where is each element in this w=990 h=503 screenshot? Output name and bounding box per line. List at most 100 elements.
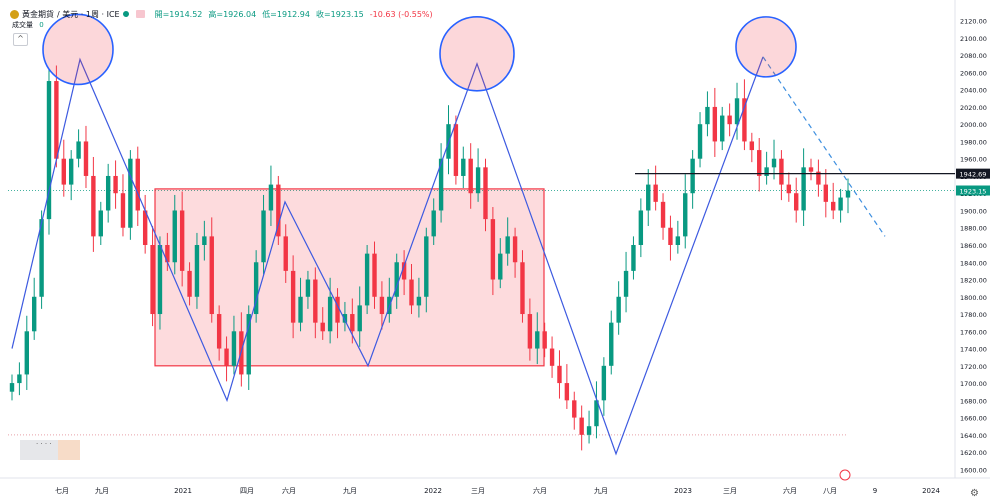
candle-body	[831, 201, 836, 211]
candle-body	[401, 262, 407, 280]
candle-body	[46, 81, 52, 220]
candle-body	[91, 175, 96, 237]
candle-body	[327, 296, 333, 332]
marked-level-label: 1942.69	[960, 171, 987, 179]
candle-body	[416, 296, 422, 306]
candle-body	[794, 193, 799, 211]
x-tick-label: 八月	[823, 487, 837, 495]
y-tick-label: 1860.00	[960, 242, 987, 250]
candle-body	[757, 150, 762, 176]
candle-body	[105, 175, 111, 211]
candle-body	[520, 262, 525, 315]
y-tick-label: 1980.00	[960, 138, 987, 146]
candle-body	[246, 314, 251, 375]
ohlc-open: 開=1914.52	[154, 9, 203, 19]
collapse-legend-button[interactable]: ^	[13, 33, 28, 46]
candle-body	[557, 365, 562, 384]
candle-body	[261, 210, 266, 263]
y-tick-label: 1640.00	[960, 432, 987, 440]
candle-body	[601, 365, 607, 401]
candle-body	[9, 383, 15, 392]
candle-body	[150, 245, 155, 315]
candle-body	[594, 400, 599, 427]
candle-body	[771, 158, 777, 168]
candle-body	[690, 158, 695, 194]
candle-body	[631, 245, 636, 271]
y-tick-label: 2020.00	[960, 104, 987, 112]
candle-body	[224, 348, 229, 366]
candle-body	[845, 190, 851, 198]
candle-body	[579, 417, 584, 435]
volume-legend: 成交量 0	[12, 20, 44, 30]
candle-body	[31, 296, 37, 332]
volume-label: 成交量	[12, 21, 33, 29]
candle-body	[157, 245, 163, 315]
candle-body	[342, 314, 348, 323]
candle-body	[172, 210, 177, 263]
candle-body	[394, 262, 399, 297]
candle-body	[409, 279, 414, 306]
ohlc-change: -10.63 (-0.55%)	[369, 9, 433, 19]
candle-body	[779, 158, 784, 185]
candle-body	[453, 124, 459, 176]
ohlc-high: 高=1926.04	[208, 9, 257, 19]
candle-body	[54, 81, 59, 159]
candle-body	[616, 296, 621, 323]
y-tick-label: 1680.00	[960, 397, 987, 405]
candle-body	[535, 331, 540, 349]
ohlc-close: 收=1923.15	[315, 9, 364, 19]
candle-body	[838, 197, 843, 211]
candle-body	[113, 175, 118, 194]
candle-body	[283, 236, 288, 271]
peak-circle	[439, 15, 515, 92]
volume-value: 0	[39, 21, 44, 29]
candle-body	[372, 253, 377, 297]
y-tick-label: 1740.00	[960, 346, 987, 354]
candle-body	[424, 236, 429, 297]
x-tick-label: 2024	[922, 487, 940, 495]
candle-body	[120, 193, 126, 228]
x-tick-label: 九月	[594, 486, 608, 495]
mini-panel-accent	[58, 440, 80, 460]
candle-body	[438, 158, 444, 211]
projection-line	[762, 56, 886, 237]
candle-body	[128, 158, 133, 228]
y-tick-label: 1840.00	[960, 259, 987, 267]
candle-body	[76, 141, 81, 159]
candle-body	[483, 167, 488, 220]
gold-symbol-icon	[10, 9, 19, 19]
x-tick-label: 2023	[674, 487, 692, 495]
candle-body	[431, 210, 436, 237]
candle-body	[801, 167, 806, 211]
y-tick-label: 1720.00	[960, 363, 987, 371]
candle-body	[461, 158, 466, 176]
candle-body	[179, 210, 185, 271]
peak-circle	[42, 13, 114, 86]
candle-body	[512, 236, 518, 263]
y-tick-label: 1960.00	[960, 156, 987, 164]
candle-body	[764, 167, 769, 176]
candle-body	[98, 210, 103, 237]
x-tick-label: 三月	[471, 487, 485, 495]
ohlc-low: 低=1912.94	[262, 9, 310, 19]
candle-body	[586, 426, 592, 435]
symbol-name[interactable]: 黃金期貨	[22, 9, 54, 19]
candle-body	[39, 219, 44, 297]
y-tick-label: 1600.00	[960, 466, 987, 474]
candle-body	[572, 400, 577, 418]
y-tick-label: 1800.00	[960, 294, 987, 302]
candle-body	[313, 279, 318, 323]
candle-body	[379, 296, 385, 315]
settings-gear-icon[interactable]: ⚙	[970, 488, 979, 499]
candle-body	[216, 314, 222, 349]
mini-panel-label: · · · ·	[36, 440, 52, 448]
candle-body	[816, 171, 821, 185]
flag-icon	[135, 10, 145, 18]
candle-body	[683, 193, 688, 237]
current-price-label: 1923.15	[960, 188, 987, 196]
x-tick-label: 七月	[55, 486, 69, 495]
candle-body	[498, 253, 503, 280]
candle-body	[194, 245, 200, 297]
candle-body	[209, 236, 214, 315]
